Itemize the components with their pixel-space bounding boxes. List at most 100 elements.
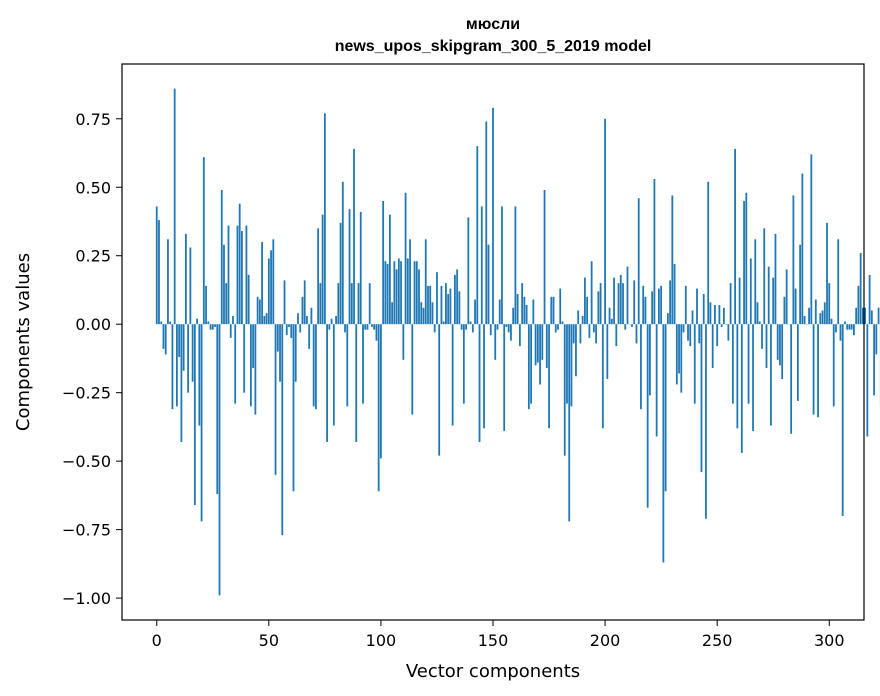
bar-63 [297, 313, 299, 325]
bar-311 [853, 324, 855, 336]
bar-292 [810, 154, 813, 325]
bar-242 [698, 324, 701, 344]
chart-title-line2: news_upos_skipgram_300_5_2019 model [335, 38, 652, 55]
bar-198 [599, 283, 602, 325]
bar-308 [846, 324, 849, 330]
bar-37 [238, 203, 241, 325]
bar-71 [315, 324, 317, 410]
bar-100 [380, 324, 382, 459]
bar-230 [671, 195, 674, 325]
bar-47 [261, 242, 263, 325]
bar-127 [440, 285, 443, 325]
bar-319 [870, 310, 873, 325]
bar-186 [572, 324, 575, 344]
bar-281 [785, 269, 788, 325]
bar-209 [624, 324, 627, 330]
bar-97 [373, 324, 376, 330]
bar-288 [801, 173, 804, 325]
bar-122 [429, 285, 432, 325]
bar-154 [501, 206, 503, 325]
bar-170 [536, 324, 539, 363]
bar-49 [265, 313, 268, 325]
bar-18 [196, 318, 198, 325]
bar-197 [597, 291, 600, 325]
bar-62 [294, 324, 297, 382]
bar-42 [250, 324, 252, 407]
bar-321 [875, 324, 878, 355]
bar-69 [310, 307, 313, 325]
bar-6 [169, 321, 172, 325]
bar-109 [400, 261, 402, 325]
bar-182 [563, 324, 566, 456]
bar-248 [711, 324, 714, 369]
bar-270 [761, 324, 763, 349]
bar-303 [835, 324, 837, 333]
bar-121 [427, 285, 429, 325]
bar-152 [496, 324, 499, 330]
bar-305 [839, 324, 842, 341]
bar-310 [850, 324, 853, 330]
x-tick-label: 250 [702, 631, 733, 650]
y-tick-label: 0.75 [75, 110, 111, 129]
bar-234 [680, 324, 683, 393]
bar-107 [395, 269, 398, 325]
bar-120 [424, 239, 427, 325]
bar-131 [449, 288, 452, 325]
bar-215 [637, 198, 640, 325]
bar-265 [749, 258, 752, 325]
bar-83 [341, 181, 344, 325]
bar-130 [447, 294, 450, 325]
plot-frame [121, 63, 865, 621]
bar-48 [263, 315, 266, 325]
bar-239 [691, 310, 694, 325]
bar-313 [857, 285, 860, 325]
bar-134 [456, 269, 459, 325]
bar-207 [619, 274, 622, 325]
bar-32 [227, 225, 230, 325]
bar-78 [330, 318, 333, 325]
bar-58 [285, 324, 288, 336]
bar-132 [451, 324, 454, 426]
bar-217 [642, 285, 645, 325]
bar-258 [734, 148, 736, 325]
bar-212 [631, 324, 633, 327]
y-tick-label: 0.50 [75, 178, 111, 197]
bar-124 [433, 324, 436, 333]
bar-119 [422, 307, 425, 325]
bar-231 [673, 263, 676, 325]
bar-94 [366, 324, 369, 330]
bar-185 [570, 324, 573, 407]
bar-155 [503, 324, 506, 432]
bar-1 [158, 220, 160, 325]
bar-66 [303, 280, 306, 325]
bar-36 [236, 225, 239, 325]
bar-38 [241, 231, 243, 325]
bar-273 [767, 266, 770, 325]
bar-229 [669, 280, 671, 325]
bar-235 [682, 324, 685, 333]
bar-228 [666, 313, 669, 325]
bar-302 [832, 324, 835, 407]
bar-4 [164, 324, 167, 355]
bar-13 [184, 233, 187, 325]
bar-2 [160, 321, 163, 325]
bar-84 [344, 324, 346, 333]
bar-250 [716, 324, 719, 347]
bar-139 [467, 217, 470, 325]
bar-271 [763, 228, 766, 325]
bar-101 [382, 200, 385, 325]
bar-278 [779, 324, 781, 366]
bar-128 [442, 321, 445, 325]
bar-92 [362, 324, 364, 404]
bar-164 [523, 296, 526, 325]
bar-259 [736, 324, 739, 429]
x-tick-label: 150 [478, 631, 509, 650]
bar-256 [729, 283, 732, 325]
bar-175 [548, 324, 550, 429]
bar-95 [368, 283, 371, 325]
bar-60 [290, 324, 293, 338]
bar-30 [223, 244, 225, 325]
bar-86 [348, 209, 351, 325]
bar-43 [252, 324, 255, 369]
